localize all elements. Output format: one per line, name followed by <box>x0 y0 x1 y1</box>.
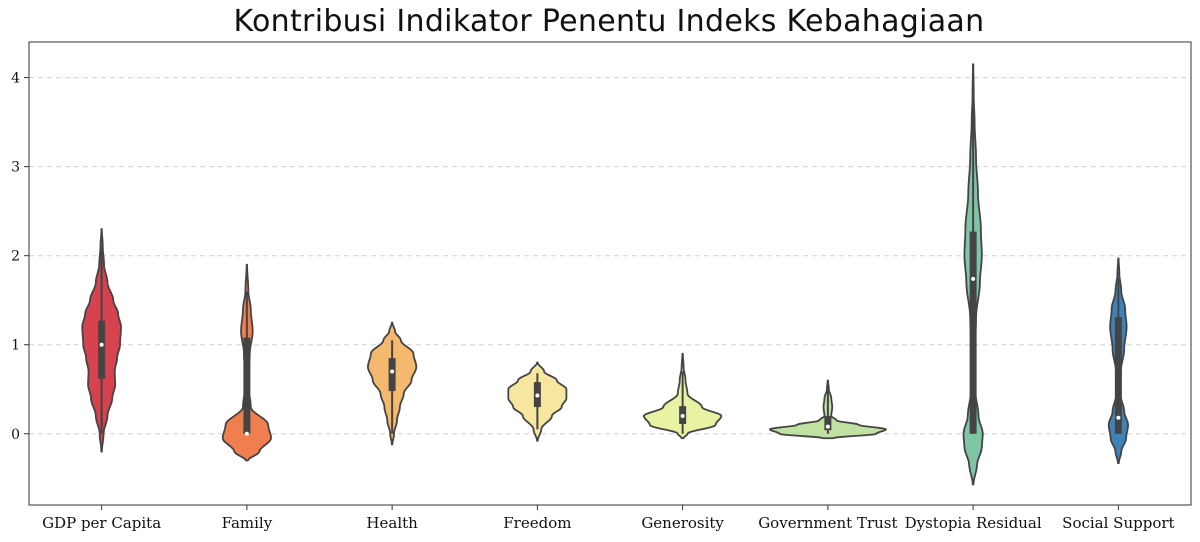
violin-iqr-box <box>388 358 396 392</box>
y-tick-label: 3 <box>11 160 20 176</box>
violins <box>81 63 1129 486</box>
violin-median-dot <box>244 431 249 436</box>
plot-frame <box>28 41 1192 506</box>
violin-median-dot <box>680 413 685 418</box>
violin-dystopia-residual <box>962 63 984 486</box>
x-tick-label: Generosity <box>641 514 724 532</box>
y-tick-label: 0 <box>11 427 20 443</box>
x-axis-ticks: GDP per Capita Family Health Freedom Generos… <box>42 505 1175 532</box>
violin-freedom <box>507 361 568 442</box>
violin-gdp-per-capita <box>81 228 122 453</box>
violin-median-dot <box>971 276 976 281</box>
violin-government-trust <box>768 379 887 440</box>
violin-generosity <box>643 352 723 440</box>
violin-median-dot <box>825 424 830 429</box>
x-tick-label: Family <box>222 514 273 532</box>
violin-iqr-box <box>1114 317 1122 434</box>
y-axis-ticks: 0 1 2 3 4 <box>11 71 29 443</box>
violin-median-dot <box>535 393 540 398</box>
y-tick-label: 4 <box>11 71 20 87</box>
violin-iqr-box <box>98 320 106 379</box>
violin-iqr-box <box>243 337 251 434</box>
x-tick-label: Freedom <box>503 514 571 532</box>
x-tick-label: Social Support <box>1062 514 1174 532</box>
x-tick-label: Dystopia Residual <box>905 514 1042 532</box>
x-tick-label: GDP per Capita <box>42 514 161 532</box>
violin-median-dot <box>390 369 395 374</box>
violin-iqr-box <box>969 231 977 434</box>
violin-iqr-box <box>824 415 832 431</box>
y-tick-label: 2 <box>11 249 20 265</box>
x-tick-label: Government Trust <box>758 514 897 532</box>
violin-median-dot <box>99 342 104 347</box>
violin-family <box>221 263 272 462</box>
chart-title: Kontribusi Indikator Penentu Indeks Keba… <box>233 4 985 39</box>
violin-health <box>367 321 418 446</box>
violin-social-support <box>1107 257 1129 465</box>
grid-lines <box>29 77 1191 435</box>
x-tick-label: Health <box>366 514 418 532</box>
y-tick-label: 1 <box>11 338 20 354</box>
violin-median-dot <box>1116 415 1121 420</box>
